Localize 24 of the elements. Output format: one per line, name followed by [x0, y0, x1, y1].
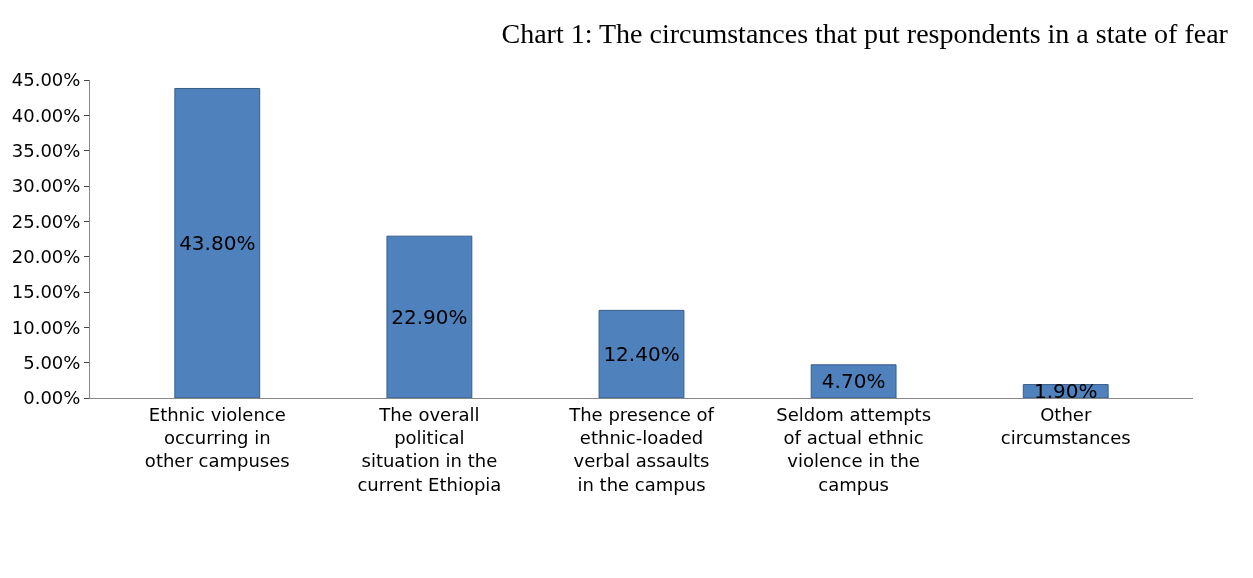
bar	[598, 309, 685, 398]
y-tick-label: 45.00%	[11, 69, 81, 91]
y-tick-label: 25.00%	[11, 210, 81, 232]
data-label: 1.90%	[1033, 379, 1098, 404]
y-tick-label: 15.00%	[11, 281, 81, 303]
x-tick-label: Ethnic violence occurring in other campuses	[144, 403, 290, 472]
y-tick-label: 35.00%	[11, 139, 81, 161]
x-tick-label: The overall political situation in the current Ethiopia	[357, 403, 502, 495]
y-tick-label: 20.00%	[11, 245, 81, 267]
y-tick-label: 10.00%	[11, 316, 81, 338]
y-tick-label: 40.00%	[11, 104, 81, 126]
data-label: 43.80%	[179, 231, 256, 256]
y-tick-label: 0.00%	[23, 387, 81, 409]
x-tick-label: Seldom attempts of actual ethnic violence in the campus	[776, 403, 932, 495]
y-tick-label: 5.00%	[23, 351, 81, 373]
bar	[174, 87, 261, 398]
data-label: 4.70%	[821, 369, 886, 394]
data-label: 22.90%	[391, 305, 468, 330]
x-tick-label: The presence of ethnic-loaded verbal assaults in the campus	[568, 403, 715, 495]
y-tick-label: 30.00%	[11, 175, 81, 197]
data-label: 12.40%	[603, 342, 680, 367]
bar	[386, 235, 473, 398]
x-tick-label: Other circumstances	[1000, 403, 1131, 448]
chart-title: Chart 1: The circumstances that put respondents in a state of fear	[501, 17, 1229, 49]
